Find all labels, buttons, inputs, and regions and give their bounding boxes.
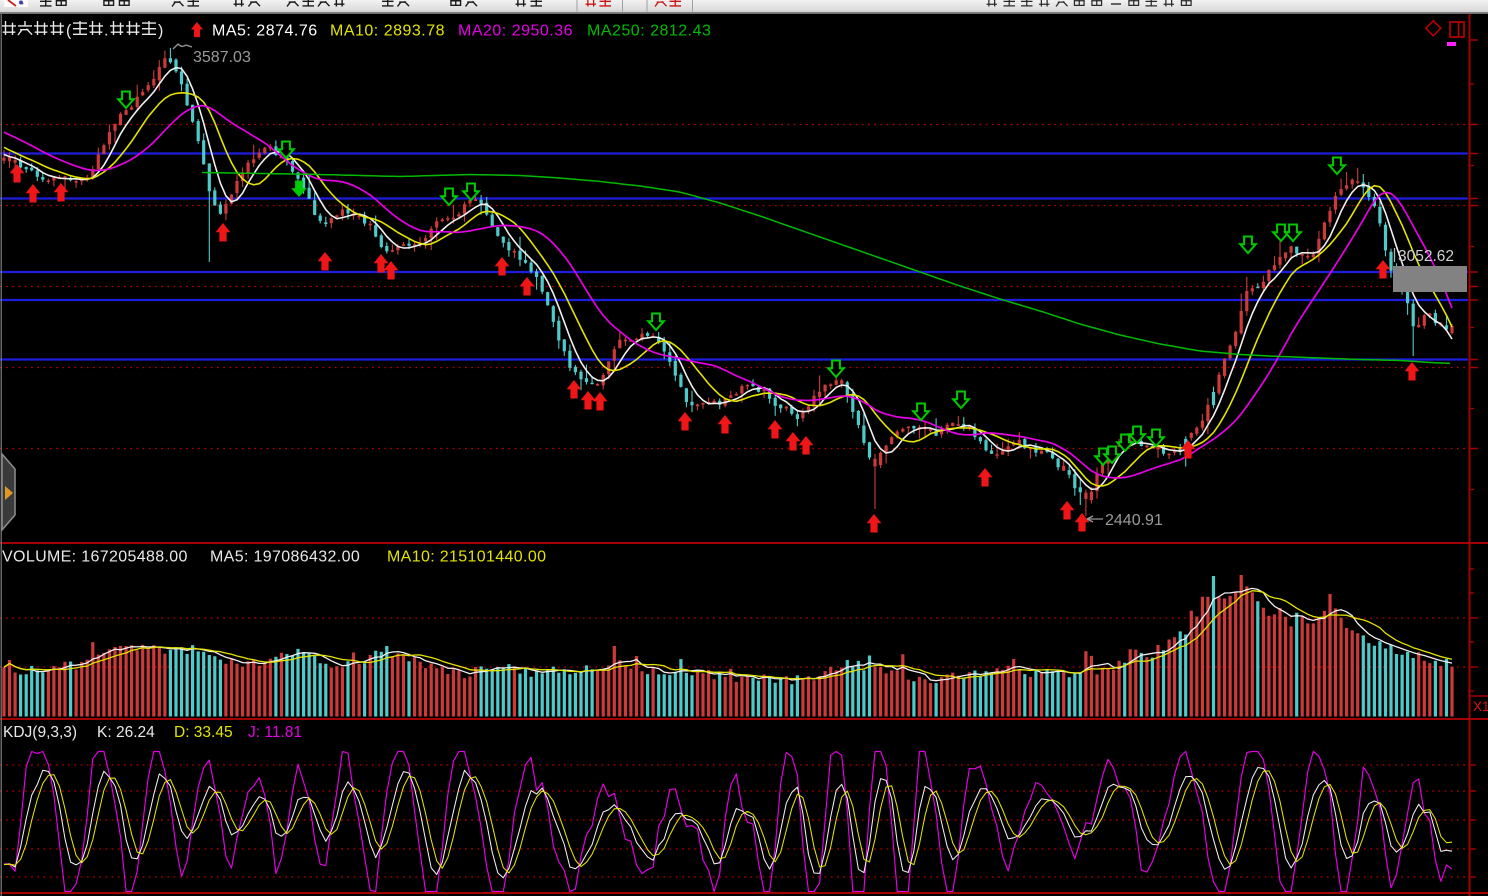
svg-text:MA250: 2812.43: MA250: 2812.43 <box>587 23 711 40</box>
svg-text:3052.62: 3052.62 <box>1398 248 1454 265</box>
svg-text:2440.91: 2440.91 <box>1105 512 1163 529</box>
svg-text:MA10: 215101440.00: MA10: 215101440.00 <box>387 549 546 566</box>
svg-text:K: 26.24: K: 26.24 <box>97 724 155 741</box>
svg-text:X1: X1 <box>1473 699 1488 714</box>
svg-text:VOLUME: 167205488.00: VOLUME: 167205488.00 <box>2 549 188 566</box>
svg-text:): ) <box>158 23 163 40</box>
svg-text:MA10: 2893.78: MA10: 2893.78 <box>330 23 445 40</box>
svg-text:MA20: 2950.36: MA20: 2950.36 <box>458 23 573 40</box>
svg-text:3587.03: 3587.03 <box>193 49 251 66</box>
svg-text:.: . <box>104 23 108 40</box>
svg-text:KDJ(9,3,3): KDJ(9,3,3) <box>3 724 77 741</box>
svg-text:J: 11.81: J: 11.81 <box>248 724 302 741</box>
svg-text:D: 33.45: D: 33.45 <box>174 724 233 741</box>
svg-text:MA5: 197086432.00: MA5: 197086432.00 <box>210 549 360 566</box>
svg-text:(: ( <box>66 23 72 40</box>
svg-text:MA5: 2874.76: MA5: 2874.76 <box>212 23 318 40</box>
